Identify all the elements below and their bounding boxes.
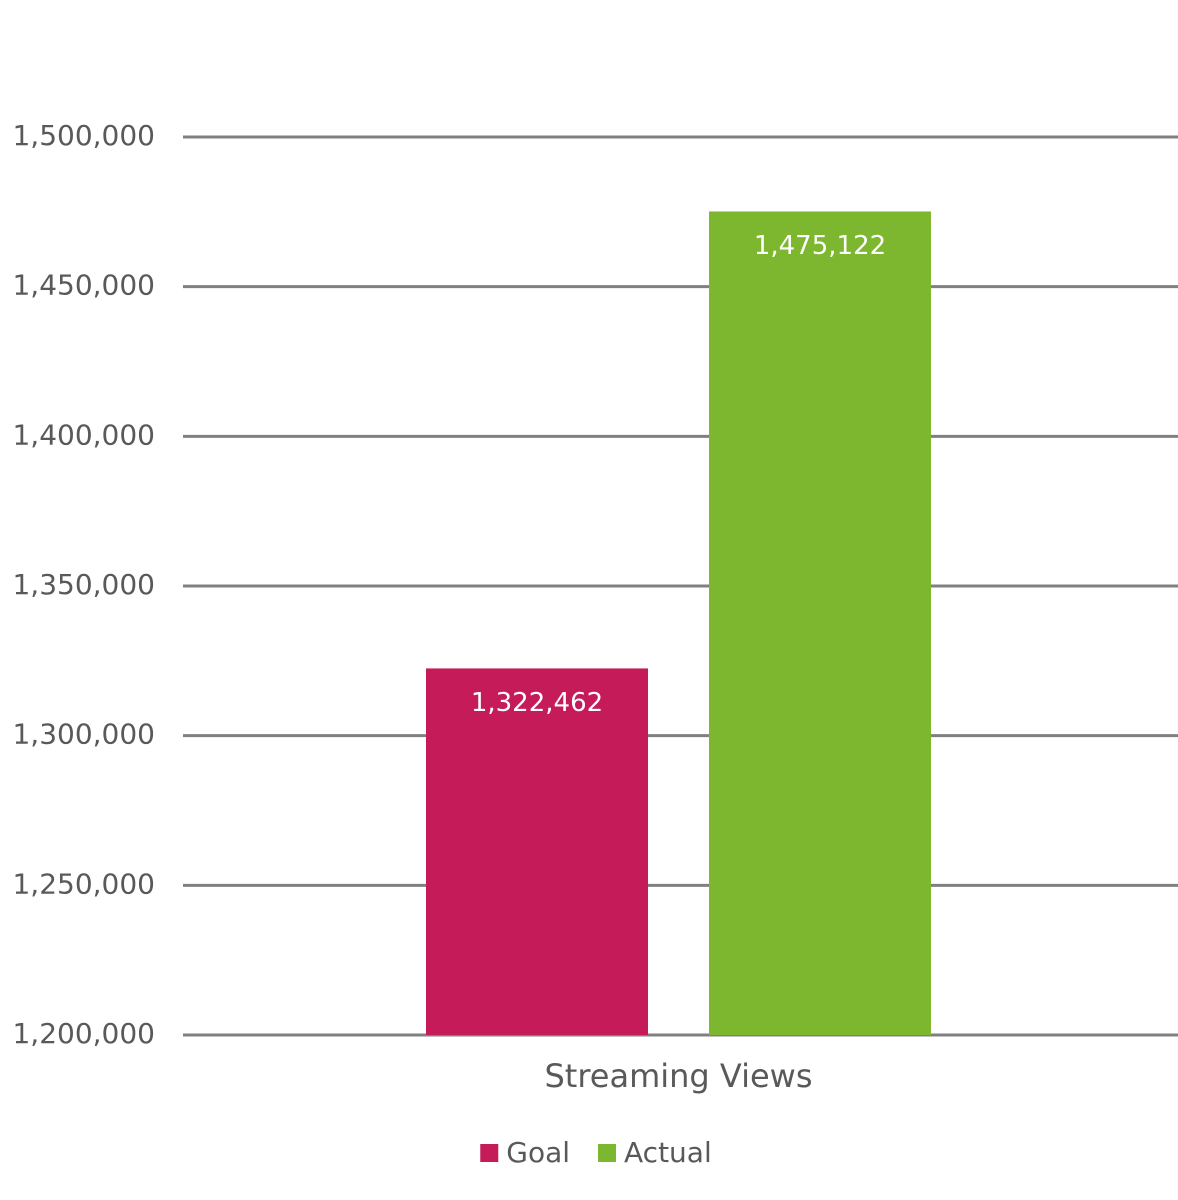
y-tick-label: 1,250,000 bbox=[12, 867, 155, 900]
y-tick-label: 1,400,000 bbox=[12, 418, 155, 451]
y-tick-label: 1,300,000 bbox=[12, 718, 155, 751]
bar bbox=[426, 668, 648, 1035]
legend-label: Actual bbox=[624, 1136, 712, 1169]
legend-swatch bbox=[480, 1144, 499, 1162]
y-tick-label: 1,350,000 bbox=[12, 568, 155, 601]
y-tick-label: 1,200,000 bbox=[12, 1017, 155, 1050]
legend-swatch bbox=[598, 1144, 617, 1162]
y-tick-label: 1,500,000 bbox=[12, 119, 155, 152]
y-tick-label: 1,450,000 bbox=[12, 269, 155, 302]
legend-label: Goal bbox=[506, 1136, 570, 1169]
x-tick-label: Streaming Views bbox=[544, 1057, 812, 1095]
bar bbox=[709, 211, 931, 1035]
value-label: 1,322,462 bbox=[471, 688, 603, 718]
value-label: 1,475,122 bbox=[754, 231, 886, 261]
